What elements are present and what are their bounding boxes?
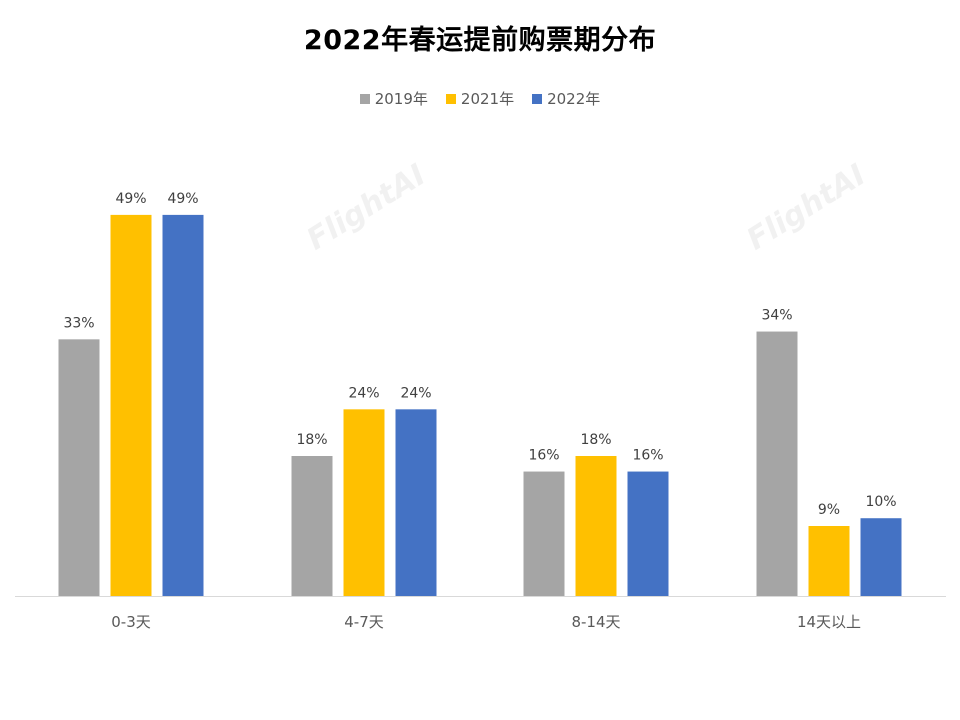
legend: 2019年 2021年 2022年 [0,88,960,109]
bar-2019年-14天以上 [756,331,798,596]
data-label: 16% [632,448,663,464]
chart-title: 2022年春运提前购票期分布 [303,25,657,56]
bar-2022年-8-14天 [627,471,669,596]
legend-swatch-2019 [359,93,370,104]
data-label: 24% [400,385,431,401]
data-label: 9% [818,502,840,518]
data-label: 10% [865,494,896,510]
data-label: 18% [296,432,327,448]
legend-label-2022: 2022年 [547,90,601,108]
x-tick-label: 0-3天 [111,613,151,631]
bar-2022年-4-7天 [395,409,437,596]
bar-2021年-4-7天 [343,409,385,596]
legend-item-2019: 2019年 [359,88,428,109]
legend-item-2022: 2022年 [532,88,600,109]
data-label: 49% [167,191,198,207]
legend-swatch-2022 [532,93,543,104]
bar-2022年-14天以上 [860,518,902,596]
data-label: 16% [528,448,559,464]
data-label: 34% [761,308,792,324]
bar-2021年-14天以上 [808,526,850,596]
bar-2021年-0-3天 [110,214,152,596]
legend-swatch-2021 [445,93,456,104]
data-label: 24% [348,385,379,401]
legend-label-2021: 2021年 [460,90,515,108]
bar-2019年-0-3天 [58,339,100,596]
x-tick-label: 14天以上 [797,613,861,631]
legend-item-2021: 2021年 [445,88,515,109]
data-label: 33% [63,315,94,331]
bar-2022年-0-3天 [162,214,204,596]
data-label: 18% [580,432,611,448]
legend-label-2019: 2019年 [374,90,428,108]
bar-2021年-8-14天 [575,456,617,596]
x-tick-label: 8-14天 [571,613,620,631]
bar-2019年-8-14天 [523,471,565,596]
data-label: 49% [115,191,146,207]
bar-2019年-4-7天 [291,456,333,596]
x-tick-label: 4-7天 [344,613,384,631]
